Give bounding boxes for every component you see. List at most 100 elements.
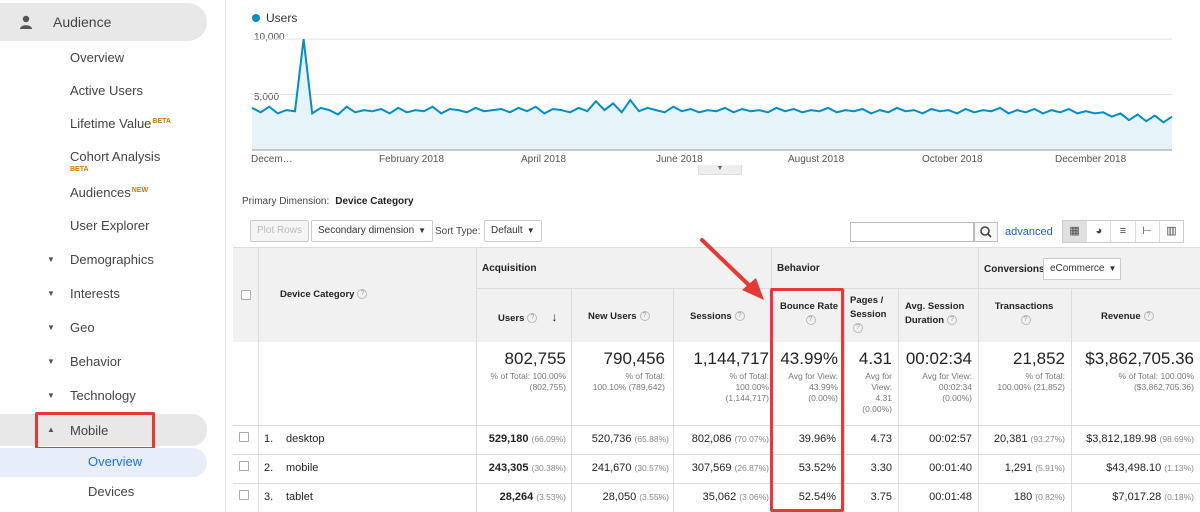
column-header-users[interactable]: Users? ↓ bbox=[498, 310, 557, 326]
sidebar-item-user-explorer[interactable]: User Explorer bbox=[0, 211, 207, 241]
sidebar-item-cohort-analysis[interactable]: Cohort Analysis BETA bbox=[0, 142, 207, 176]
sidebar-item-interests[interactable]: ▼ Interests bbox=[0, 279, 207, 309]
total-transactions-sub: % of Total: 100.00% (21,852) bbox=[997, 371, 1065, 393]
help-icon[interactable]: ? bbox=[527, 313, 538, 324]
help-icon[interactable]: ? bbox=[734, 311, 745, 322]
pie-view-icon[interactable]: ◕ bbox=[1087, 221, 1112, 242]
device-link[interactable]: tablet bbox=[286, 491, 313, 503]
sidebar-item-overview[interactable]: Overview bbox=[0, 43, 207, 73]
cell-value: 520,736 bbox=[591, 433, 632, 445]
total-users-sub: % of Total: 100.00% (802,755) bbox=[491, 371, 566, 393]
sidebar-item-demographics[interactable]: ▼ Demographics bbox=[0, 245, 207, 275]
row-checkbox[interactable] bbox=[239, 432, 249, 442]
row-number: 1. bbox=[264, 433, 274, 445]
total-sub-line: View: bbox=[871, 382, 892, 392]
total-sub-line: (0.00%) bbox=[862, 404, 892, 414]
sidebar-subitem-devices[interactable]: Devices bbox=[0, 477, 207, 507]
group-header-behavior: Behavior bbox=[777, 263, 820, 274]
total-sub-line: Avg for View: bbox=[922, 371, 972, 381]
primary-dimension-value[interactable]: Device Category bbox=[335, 196, 414, 207]
help-icon[interactable]: ? bbox=[805, 315, 816, 326]
sidebar-item-geo[interactable]: ▼ Geo bbox=[0, 313, 207, 343]
legend-marker bbox=[252, 14, 260, 22]
cell-value: 307,569 bbox=[691, 462, 732, 474]
help-icon[interactable]: ? bbox=[947, 315, 958, 326]
comparison-view-icon[interactable]: ⊢ bbox=[1136, 221, 1160, 242]
sidebar-subitem-overview[interactable]: Overview bbox=[0, 448, 207, 477]
total-sub-line: ($3,862,705.36) bbox=[1133, 382, 1194, 392]
help-icon[interactable]: ? bbox=[639, 311, 650, 322]
device-link[interactable]: desktop bbox=[286, 433, 325, 445]
total-new-users-sub: % of Total: 100.10% (789,642) bbox=[593, 371, 665, 393]
table-view-icon[interactable]: ▦ bbox=[1063, 221, 1088, 242]
sidebar-item-label: Cohort Analysis bbox=[70, 149, 161, 164]
performance-view-icon[interactable]: ≡ bbox=[1111, 221, 1136, 242]
column-header-device-category[interactable]: Device Category? bbox=[280, 288, 368, 302]
table-header bbox=[233, 247, 1200, 342]
search-button[interactable] bbox=[974, 222, 998, 242]
new-badge: NEW bbox=[131, 186, 149, 194]
sidebar-item-audiences[interactable]: AudiencesNEW bbox=[0, 178, 207, 208]
total-revenue-sub: % of Total: 100.00% ($3,862,705.36) bbox=[1119, 371, 1194, 393]
help-icon[interactable]: ? bbox=[1143, 311, 1154, 322]
sidebar-item-mobile[interactable]: ▲ Mobile bbox=[0, 414, 207, 446]
table-row[interactable]: 3. tablet 28,264 (3.53%) 28,050 (3.55%) 35… bbox=[233, 484, 1200, 512]
expand-triangle-icon: ▼ bbox=[47, 289, 55, 298]
select-all-checkbox[interactable] bbox=[241, 290, 251, 300]
table-search-input[interactable] bbox=[850, 222, 974, 242]
help-icon[interactable]: ? bbox=[853, 323, 863, 334]
cell-percent: (3.53%) bbox=[536, 492, 566, 502]
sort-type-dropdown[interactable]: Default ▼ bbox=[484, 220, 542, 242]
cell-sessions: 802,086 (70.07%) bbox=[692, 433, 769, 445]
cell-new-users: 520,736 (65.88%) bbox=[592, 433, 669, 445]
column-header-new-users[interactable]: New Users? bbox=[588, 310, 650, 324]
device-link[interactable]: mobile bbox=[286, 462, 319, 474]
caret-down-icon: ▼ bbox=[526, 226, 535, 235]
cell-revenue: $3,812,189.98 (98.69%) bbox=[1086, 433, 1194, 445]
total-sub-line: (0.00%) bbox=[942, 393, 972, 403]
chart-collapse-handle[interactable]: ▼ bbox=[698, 165, 742, 175]
help-icon[interactable]: ? bbox=[1020, 315, 1031, 326]
cell-percent: (70.07%) bbox=[734, 434, 770, 444]
sidebar-section-audience[interactable]: Audience bbox=[0, 3, 207, 41]
row-checkbox[interactable] bbox=[239, 461, 249, 471]
column-header-bounce-rate[interactable]: Bounce Rate? bbox=[779, 300, 839, 328]
sidebar-item-label: Demographics bbox=[70, 252, 154, 267]
table-row[interactable]: 1. desktop 529,180 (66.09%) 520,736 (65.88… bbox=[233, 426, 1200, 454]
secondary-dimension-dropdown[interactable]: Secondary dimension ▼ bbox=[311, 220, 434, 242]
sidebar-item-label: Lifetime Value bbox=[70, 116, 152, 131]
column-header-revenue[interactable]: Revenue? bbox=[1101, 310, 1154, 324]
total-sub-line: 43.99% bbox=[809, 382, 838, 392]
column-header-sessions[interactable]: Sessions? bbox=[690, 310, 745, 324]
sidebar-item-technology[interactable]: ▼ Technology bbox=[0, 381, 207, 411]
beta-badge: BETA bbox=[70, 166, 89, 173]
row-checkbox[interactable] bbox=[239, 490, 249, 500]
sidebar-item-lifetime-value[interactable]: Lifetime ValueBETA bbox=[0, 109, 207, 139]
cell-bounce-rate: 39.96% bbox=[798, 433, 836, 445]
total-sub-line: Avg for View: bbox=[788, 371, 838, 381]
pivot-view-icon[interactable]: ▥ bbox=[1166, 225, 1177, 237]
cell-percent: (30.57%) bbox=[634, 463, 670, 473]
total-sub-line: 00:02:34 bbox=[938, 382, 972, 392]
collapse-triangle-icon: ▲ bbox=[47, 425, 55, 434]
cell-value: 180 bbox=[1013, 491, 1033, 503]
column-header-label: Users bbox=[498, 313, 525, 324]
sidebar-item-label: Active Users bbox=[70, 83, 143, 98]
cell-value: 28,264 bbox=[499, 491, 534, 503]
column-header-transactions[interactable]: Transactions? bbox=[984, 300, 1064, 328]
sidebar-item-active-users[interactable]: Active Users bbox=[0, 76, 207, 106]
conversions-dropdown[interactable]: eCommerce ▼ bbox=[1043, 258, 1121, 280]
plot-rows-button[interactable]: Plot Rows bbox=[250, 220, 310, 242]
table-row[interactable]: 2. mobile 243,305 (30.38%) 241,670 (30.57%… bbox=[233, 455, 1200, 483]
legend-label: Users bbox=[266, 11, 298, 25]
column-header-avg-session-duration[interactable]: Avg. Session Duration? bbox=[905, 300, 975, 328]
row-number: 3. bbox=[264, 491, 274, 503]
help-icon[interactable]: ? bbox=[357, 289, 368, 300]
advanced-filter-link[interactable]: advanced bbox=[1005, 226, 1053, 238]
total-bounce-rate-sub: Avg for View: 43.99% (0.00%) bbox=[788, 371, 838, 404]
sidebar-item-behavior[interactable]: ▼ Behavior bbox=[0, 347, 207, 377]
users-chart: Users 10,000 5,000 Decem… February 2018 … bbox=[240, 0, 1184, 175]
sidebar-item-label: Devices bbox=[88, 484, 135, 499]
column-header-label: Transactions bbox=[994, 301, 1054, 312]
column-header-pages-session[interactable]: Pages / Session? bbox=[850, 294, 896, 336]
